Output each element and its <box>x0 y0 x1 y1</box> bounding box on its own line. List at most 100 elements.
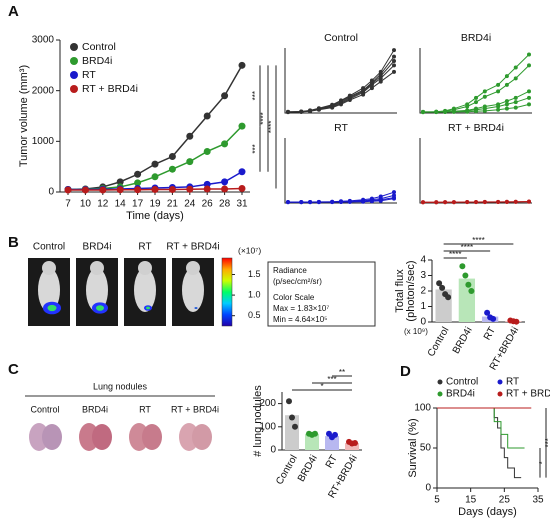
x-tick-label: 5 <box>434 495 440 506</box>
data-point <box>286 110 290 115</box>
significance-label: * <box>538 461 547 464</box>
y-tick-label: 3 <box>420 270 426 281</box>
y-tick-label: 50 <box>420 443 432 454</box>
data-point <box>151 173 159 181</box>
data-point <box>99 186 107 194</box>
y-tick-label: 0 <box>420 317 426 328</box>
data-point <box>421 110 425 115</box>
data-point <box>186 185 194 193</box>
mouse-head <box>138 261 152 275</box>
x-tick-label: 35 <box>532 495 544 506</box>
legend-label: RT + BRD4i <box>506 389 550 400</box>
x-tick-label: BRD4i <box>296 453 320 484</box>
legend-box-text: Color Scale <box>273 293 315 302</box>
lung-title: Lung nodules <box>93 381 148 391</box>
axes <box>284 48 397 114</box>
data-point <box>527 63 531 68</box>
x-tick-label: 19 <box>149 199 161 210</box>
y-tick-label: 2000 <box>32 85 55 96</box>
data-point <box>292 423 298 430</box>
bioluminescence-core <box>47 304 57 312</box>
y-axis-label: Tumor volume (mm³) <box>18 65 30 167</box>
data-point <box>392 54 396 59</box>
data-point <box>221 178 229 186</box>
legend-marker <box>70 85 78 93</box>
data-point <box>513 100 518 105</box>
significance-label: **** <box>472 236 484 245</box>
data-point <box>445 294 452 301</box>
panel-title: BRD4i <box>461 32 491 44</box>
data-point <box>465 200 470 205</box>
lung-image <box>192 424 212 450</box>
data-point <box>339 99 343 104</box>
data-point <box>347 94 352 99</box>
data-point <box>504 74 509 79</box>
x-tick-label: 12 <box>97 199 109 210</box>
data-point <box>484 309 491 316</box>
data-point <box>186 132 194 140</box>
x-tick-label: 10 <box>80 199 92 210</box>
mouse-body <box>86 268 108 312</box>
panel-letter: B <box>8 234 19 251</box>
data-point <box>378 76 383 81</box>
data-point <box>439 284 446 291</box>
x-tick-label: 7 <box>65 199 71 210</box>
y-tick-label: 0 <box>270 445 276 456</box>
data-point <box>299 109 304 114</box>
data-point <box>421 200 425 205</box>
data-point <box>289 414 295 421</box>
data-point <box>392 196 396 201</box>
legend-label: BRD4i <box>82 55 112 67</box>
mouse-head <box>186 261 200 275</box>
x-tick-label: 24 <box>184 199 196 210</box>
significance-label: * <box>320 382 323 391</box>
significance-label: **** <box>461 243 473 252</box>
bar <box>325 436 339 450</box>
data-point <box>465 104 470 109</box>
significance-label: ** <box>339 368 345 377</box>
legend-label: RT <box>82 69 96 81</box>
mouse-body <box>134 268 156 312</box>
data-point <box>203 185 211 193</box>
data-point <box>474 200 478 205</box>
significance-label: **** <box>259 112 268 124</box>
lung-label: BRD4i <box>82 404 108 414</box>
data-point <box>238 168 246 176</box>
x-axis-label: Days (days) <box>458 506 517 518</box>
y-tick-label: 0 <box>425 483 431 494</box>
x-tick-label: Control <box>426 325 452 358</box>
data-point <box>312 430 318 437</box>
legend-label: Control <box>82 41 116 53</box>
mouse-body <box>182 268 204 312</box>
data-point <box>465 281 472 288</box>
data-point <box>81 186 89 194</box>
bar <box>305 433 319 450</box>
y-tick-label: 4 <box>420 255 426 266</box>
data-point <box>392 69 396 74</box>
lung-label: RT <box>139 404 151 414</box>
mouse-head <box>42 261 56 275</box>
data-point <box>308 200 313 205</box>
mouse-body <box>38 268 60 312</box>
data-point <box>496 104 501 109</box>
data-point <box>369 86 374 91</box>
axes <box>419 48 532 114</box>
y-axis-label: Total flux <box>394 269 406 313</box>
panel-letter: A <box>8 3 19 20</box>
y-axis-label: # lung nodules <box>252 385 264 457</box>
data-point <box>378 198 383 203</box>
data-point <box>339 200 343 205</box>
lung-image <box>92 424 112 450</box>
significance-label: **** <box>449 250 461 259</box>
data-point <box>339 102 343 107</box>
bioluminescence-core <box>96 305 104 311</box>
data-point <box>504 200 509 205</box>
data-point <box>465 109 470 114</box>
data-point <box>238 122 246 130</box>
axes <box>419 138 532 204</box>
data-point <box>151 160 159 168</box>
data-point <box>496 89 501 94</box>
x-tick-label: BRD4i <box>451 325 475 356</box>
colorbar-unit: (×10⁷) <box>238 245 261 255</box>
